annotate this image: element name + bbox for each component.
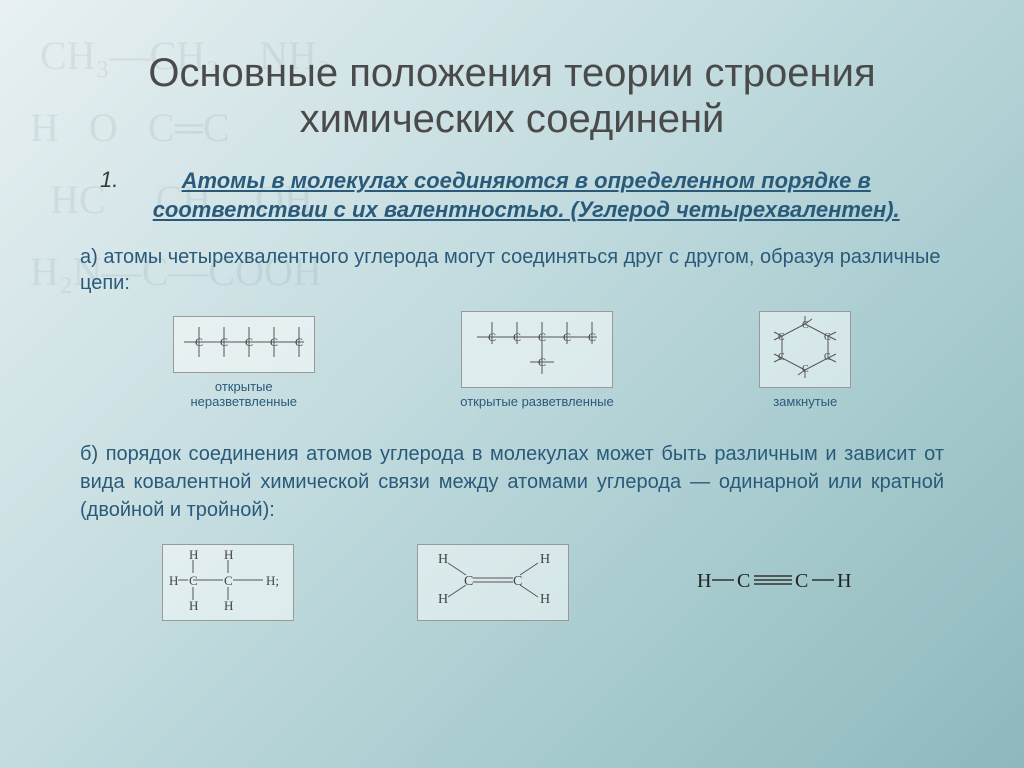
chain-linear-label: открытыенеразветвленные (173, 379, 315, 410)
slide-title: Основные положения теории строения химич… (60, 50, 964, 142)
chain-cyclic: CCC CCC замкнутые (759, 311, 851, 410)
paragraph-a: а) атомы четырехвалентного углерода могу… (80, 244, 944, 296)
svg-text:C: C (778, 332, 785, 343)
svg-text:C: C (195, 335, 203, 349)
svg-text:H: H (438, 552, 448, 567)
svg-text:C: C (538, 355, 546, 369)
chain-linear: C C C C C открытыенеразветвленные (173, 316, 315, 410)
chain-branched-diagram: C C C C C C (461, 311, 613, 388)
chain-branched-label: открытые разветвленные (460, 394, 613, 410)
slide-content: Основные положения теории строения химич… (0, 0, 1024, 671)
svg-text:C: C (824, 352, 831, 363)
subtitle: Атомы в молекулах соединяются в определе… (148, 167, 904, 224)
svg-text:C: C (802, 320, 809, 331)
svg-text:C: C (795, 570, 808, 592)
svg-text:H: H (169, 573, 178, 588)
svg-text:C: C (295, 335, 303, 349)
svg-text:H: H (837, 570, 851, 592)
chain-cyclic-label: замкнутые (759, 394, 851, 410)
svg-text:C: C (270, 335, 278, 349)
svg-text:H: H (189, 598, 198, 613)
svg-text:C: C (224, 573, 233, 588)
svg-text:H;: H; (266, 573, 279, 588)
paragraph-b: б) порядок соединения атомов углерода в … (80, 440, 944, 524)
subtitle-row: 1. Атомы в молекулах соединяются в опред… (100, 167, 904, 224)
svg-text:C: C (488, 330, 496, 344)
svg-text:H: H (697, 570, 711, 592)
chains-row: C C C C C открытыенеразветвленные (100, 311, 924, 410)
bond-single-diagram: CC HH HH HH; (162, 544, 294, 621)
svg-text:C: C (245, 335, 253, 349)
chain-cyclic-diagram: CCC CCC (759, 311, 851, 388)
svg-text:C: C (802, 364, 809, 375)
svg-text:C: C (778, 352, 785, 363)
svg-text:H: H (189, 547, 198, 562)
bond-double-diagram: C C H H H H (417, 544, 569, 621)
svg-text:C: C (563, 330, 571, 344)
svg-text:C: C (464, 574, 473, 589)
svg-text:H: H (224, 547, 233, 562)
svg-text:H: H (540, 592, 550, 607)
bonds-row: CC HH HH HH; CC HH (100, 544, 924, 621)
chain-branched: C C C C C C открытые разветвленные (460, 311, 613, 410)
svg-text:H: H (540, 552, 550, 567)
svg-text:C: C (513, 574, 522, 589)
chain-linear-diagram: C C C C C (173, 316, 315, 373)
svg-text:H: H (224, 598, 233, 613)
bond-triple-diagram: H C C H (692, 565, 862, 600)
svg-text:C: C (737, 570, 750, 592)
svg-text:C: C (189, 573, 198, 588)
svg-text:C: C (538, 330, 546, 344)
point-number: 1. (100, 167, 118, 193)
svg-text:C: C (588, 330, 596, 344)
svg-text:H: H (438, 592, 448, 607)
svg-text:C: C (824, 332, 831, 343)
svg-text:C: C (220, 335, 228, 349)
svg-text:C: C (513, 330, 521, 344)
